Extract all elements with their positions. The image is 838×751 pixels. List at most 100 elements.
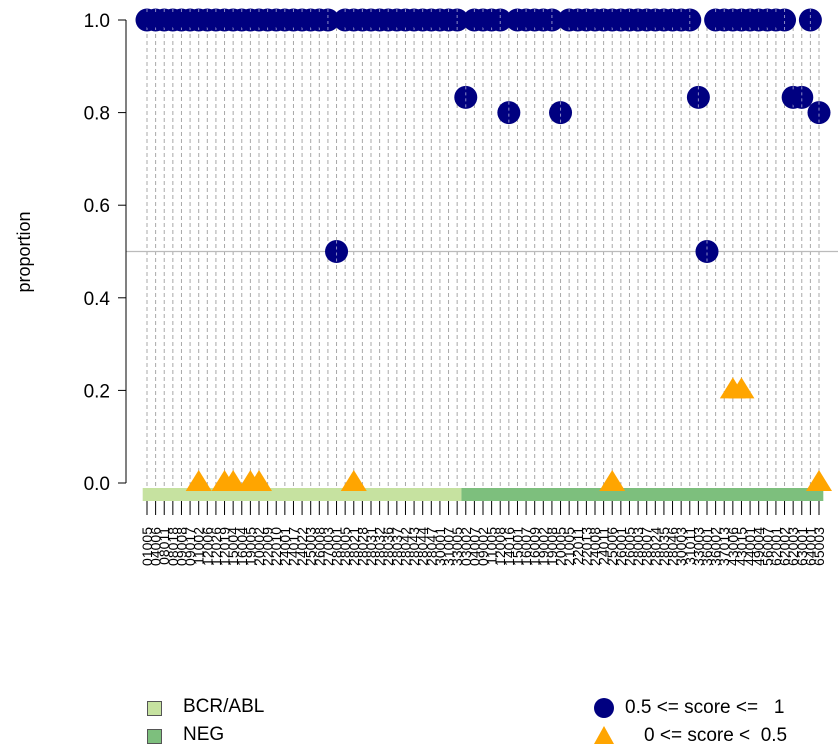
x-tick-label: 28001 [329, 527, 345, 566]
x-tick-label: 64001 [802, 527, 818, 566]
point-high-score [316, 8, 340, 32]
x-tick-label: 56007 [759, 527, 775, 566]
point-low-score [220, 470, 247, 491]
legend-label-neg: NEG [183, 724, 225, 745]
x-tick-label: 04007 [466, 527, 482, 566]
x-tick-label: 20002 [251, 527, 267, 566]
y-axis-label: proportion [14, 211, 34, 292]
point-high-score [807, 101, 831, 125]
point-high-score [540, 8, 564, 32]
point-high-score [678, 8, 702, 32]
x-tick-label: 24001 [277, 527, 293, 566]
x-tick-label: 28044 [415, 527, 431, 566]
x-tick-label: 03002 [458, 527, 474, 566]
x-tick-label: 28036 [380, 527, 396, 566]
point-high-score [454, 85, 478, 109]
x-tick-label: 21005 [561, 527, 577, 566]
x-tick-label: 22013 [578, 527, 594, 566]
point-low-score [340, 470, 367, 491]
x-tick-label: 12019 [217, 527, 233, 566]
x-tick-label: 28007 [639, 527, 655, 566]
x-tick-label: 25006 [604, 527, 620, 566]
legend-label-high-score: 0.5 <= score <= 1 [625, 697, 785, 718]
x-tick-label: 04006 [148, 527, 164, 566]
x-tick-label: 36001 [699, 527, 715, 566]
x-tick-label: 37013 [716, 527, 732, 566]
group-bar-segment [142, 488, 462, 501]
x-tick-label: 19002 [535, 527, 551, 566]
x-tick-label: 20005 [553, 527, 569, 566]
x-tick-label: 22009 [260, 527, 276, 566]
x-tick-label: 28032 [372, 527, 388, 566]
x-tick-label: 15004 [225, 527, 241, 566]
x-tick-label: 28031 [363, 527, 379, 566]
y-tick-label: 0.4 [84, 289, 111, 310]
x-tick-label: 28042 [397, 527, 413, 566]
x-tick-label: 33005 [449, 527, 465, 566]
point-low-score [806, 470, 832, 491]
x-tick-label: 28043 [406, 527, 422, 566]
x-tick-labels: 0100504006080110801809008090171100212006… [139, 527, 827, 566]
x-tick-label: 36002 [708, 527, 724, 566]
circle-icon [594, 698, 614, 718]
x-tick-label: 11002 [191, 527, 207, 565]
y-tick-label: 0.0 [84, 474, 110, 495]
data-points [135, 8, 832, 491]
x-tick-label: 16004 [234, 527, 250, 566]
x-tick-label: 08011 [156, 527, 172, 565]
vertical-grid [146, 20, 820, 487]
x-tick-label: 28035 [656, 527, 672, 566]
x-tick-label: 44001 [742, 527, 758, 566]
point-high-score [773, 8, 797, 32]
x-tick-label: 28028 [354, 527, 370, 566]
x-tick-label: 43015 [733, 527, 749, 566]
x-tick-label: 19008 [544, 527, 560, 566]
x-tick-label: 30003 [673, 527, 689, 566]
x-tick-label: 09002 [475, 527, 491, 566]
x-tick-label: 26005 [621, 527, 637, 566]
x-tick-label: 25003 [303, 527, 319, 566]
legend-swatch-bcr-abl [147, 701, 162, 716]
point-high-score [695, 240, 719, 263]
x-tick-label: 33003 [690, 527, 706, 566]
y-tick-label: 0.2 [84, 381, 110, 402]
x-tick-label: 28021 [346, 527, 362, 566]
x-tick-label: 12008 [492, 527, 508, 566]
x-tick-label: 30001 [432, 527, 448, 566]
x-tick-label: 11005 [484, 527, 500, 565]
x-ticks [146, 501, 820, 515]
x-tick-label: 28003 [630, 527, 646, 566]
x-tick-label: 24017 [285, 527, 301, 566]
x-tick-label: 28005 [337, 527, 353, 566]
point-high-score [488, 8, 512, 32]
group-bar [142, 488, 824, 501]
triangle-icon [594, 726, 614, 744]
x-tick-label: 15001 [509, 527, 525, 566]
point-high-score [798, 8, 822, 32]
y-tick-label: 1.0 [84, 11, 110, 32]
y-tick-label: 0.8 [84, 104, 110, 125]
point-low-score [185, 470, 212, 491]
legend-label-bcr-abl: BCR/ABL [183, 696, 265, 717]
x-tick-label: 62003 [785, 527, 801, 566]
point-low-score [246, 470, 272, 491]
x-tick-label: 24022 [294, 527, 310, 566]
point-high-score [549, 101, 573, 125]
point-high-score [497, 101, 521, 125]
x-tick-label: 31007 [441, 527, 457, 566]
point-high-score [445, 8, 469, 32]
x-tick-label: 31011 [682, 527, 698, 565]
x-tick-label: 28047 [423, 527, 439, 566]
x-tick-label: 49004 [751, 527, 767, 566]
x-tick-label: 22011 [570, 527, 586, 565]
x-tick-label: 16009 [527, 527, 543, 566]
point-high-score [790, 85, 814, 109]
legend-label-low-score: 0 <= score < 0.5 [644, 725, 788, 746]
legend-swatch-neg [147, 729, 162, 744]
x-tick-label: 01005 [139, 527, 155, 566]
x-tick-label: 09017 [182, 527, 198, 566]
x-tick-label: 43006 [725, 527, 741, 566]
x-tick-label: 27003 [320, 527, 336, 566]
x-tick-label: 26008 [311, 527, 327, 566]
